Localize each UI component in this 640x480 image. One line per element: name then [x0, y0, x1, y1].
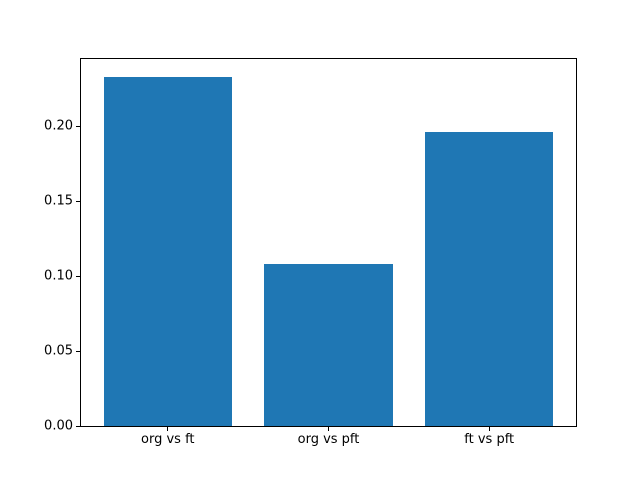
- y-axis-tick: [76, 200, 80, 202]
- y-axis-tick: [76, 125, 80, 127]
- x-axis-tick-label: org vs pft: [297, 432, 360, 447]
- bar-org-vs-pft: [264, 264, 393, 426]
- y-axis-tick-label: 0.10: [44, 268, 73, 284]
- y-axis-tick-label: 0.05: [44, 343, 73, 359]
- bar-org-vs-ft: [103, 76, 233, 426]
- x-axis-tick: [328, 427, 329, 431]
- y-axis-tick: [76, 425, 80, 427]
- x-axis-tick-label: ft vs pft: [464, 432, 515, 447]
- y-axis-tick: [76, 350, 80, 352]
- y-axis-tick-label: 0.15: [44, 193, 73, 209]
- x-axis-tick: [488, 427, 490, 431]
- y-axis-tick-label: 0.00: [44, 418, 73, 434]
- y-axis-tick-label: 0.20: [44, 118, 73, 134]
- x-axis-tick-label: org vs ft: [141, 432, 195, 447]
- x-axis-tick: [167, 427, 169, 431]
- plot-area: org vs ft org vs pft ft vs pft 0.00 0.05 0.10…: [44, 58, 577, 446]
- y-axis-tick: [76, 275, 80, 277]
- bar-ft-vs-pft: [424, 132, 554, 426]
